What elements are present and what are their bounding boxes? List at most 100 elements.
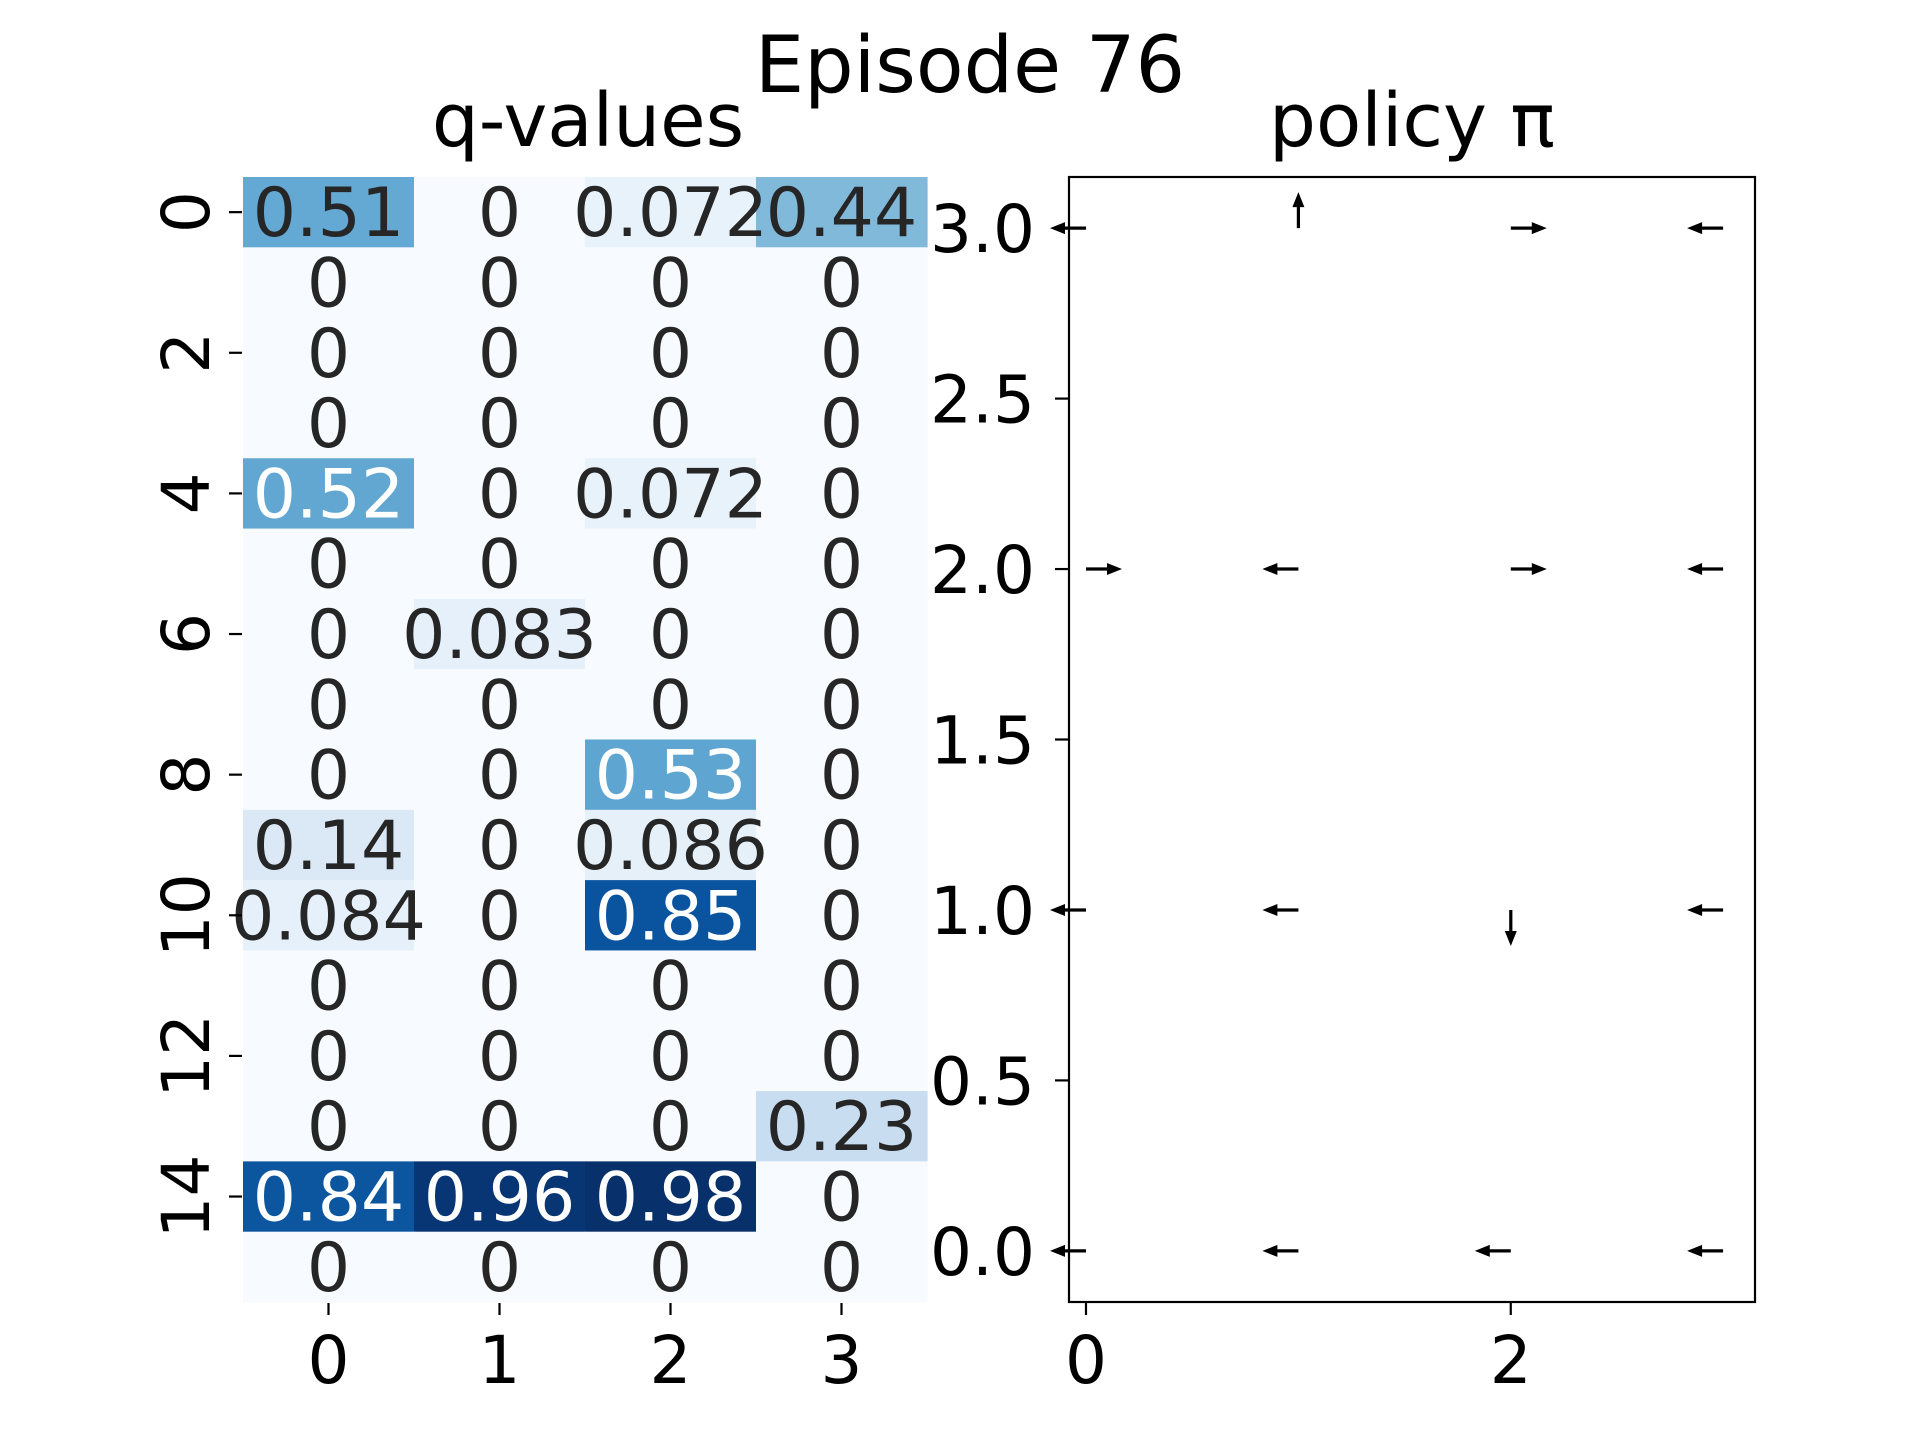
quiver-plot-frame	[1067, 175, 1757, 1304]
heatmap-cell-label: 0.53	[595, 737, 746, 816]
heatmap-cell-label: 0	[820, 1159, 863, 1238]
policy-arrow-right	[1086, 563, 1122, 575]
quiver-title: policy π	[1269, 78, 1555, 164]
heatmap-cell	[414, 1231, 586, 1303]
heatmap-cell	[414, 1091, 586, 1162]
heatmap-cell	[585, 317, 757, 389]
heatmap-cell	[243, 458, 415, 530]
heatmap-cell	[243, 387, 415, 459]
heatmap-cell	[243, 1231, 415, 1303]
heatmap-cell-label: 0	[649, 596, 692, 675]
policy-arrow-right	[1510, 563, 1547, 575]
heatmap-cell-label: 0	[307, 1229, 350, 1308]
heatmap-cell	[756, 809, 928, 881]
heatmap-x-tick-label: 1	[479, 1322, 521, 1399]
heatmap-cell-label: 0	[478, 1018, 521, 1097]
heatmap-cell	[414, 669, 586, 741]
heatmap-cell	[756, 177, 928, 248]
quiver-y-tick-label: 1.0	[930, 873, 1035, 950]
heatmap-cell-label: 0	[820, 666, 863, 745]
heatmap-cell	[243, 1020, 415, 1092]
heatmap-cell-label: 0	[307, 315, 350, 394]
policy-arrow-left	[1050, 222, 1086, 235]
heatmap-cell-label: 0	[478, 807, 521, 886]
heatmap-cell	[414, 598, 586, 670]
heatmap-cell-label: 0.52	[253, 455, 404, 534]
heatmap-cell	[585, 1020, 757, 1092]
heatmap-title: q-values	[432, 78, 744, 164]
heatmap-cell	[756, 880, 928, 952]
heatmap-cell	[414, 528, 586, 600]
heatmap-cell-label: 0	[820, 596, 863, 675]
heatmap-cell	[585, 247, 757, 319]
heatmap-cell	[243, 598, 415, 670]
heatmap-cell	[243, 950, 415, 1022]
quiver-y-tick-label: 2.0	[930, 532, 1035, 609]
heatmap-cell-label: 0	[649, 666, 692, 745]
heatmap-cell	[414, 317, 586, 389]
heatmap-y-tick-label: 10	[148, 873, 225, 957]
heatmap-cell	[585, 809, 757, 881]
heatmap-cell	[243, 880, 415, 952]
heatmap-cell-label: 0	[478, 737, 521, 816]
heatmap-cell	[414, 880, 586, 952]
quiver-y-tick-label: 1.5	[930, 703, 1035, 780]
quiver-y-tick-label: 2.5	[930, 362, 1035, 439]
heatmap-cell	[243, 177, 415, 248]
heatmap-cell-label: 0	[649, 948, 692, 1027]
heatmap-cell-label: 0.072	[573, 455, 768, 534]
heatmap-cell-label: 0	[307, 737, 350, 816]
heatmap-cell-label: 0.086	[573, 807, 768, 886]
heatmap-y-tick-label: 6	[148, 613, 225, 655]
heatmap-cell	[414, 247, 586, 319]
heatmap-cell	[414, 1020, 586, 1092]
heatmap-cell	[756, 1091, 928, 1162]
heatmap-y-tick-label: 14	[148, 1155, 225, 1239]
policy-quiver-plot: policy π 0 2 0.0 0.5 1.0 1.5 2.0 2.5 3.0	[930, 78, 1757, 1399]
heatmap-cell-label: 0	[307, 244, 350, 323]
heatmap-y-tick-label: 0	[148, 191, 225, 233]
heatmap-cell-label: 0	[307, 526, 350, 605]
heatmap-cell	[756, 528, 928, 600]
policy-arrow-left	[1474, 1244, 1511, 1257]
policy-arrow-down	[1504, 910, 1517, 946]
quiver-x-tick-label: 2	[1490, 1322, 1532, 1399]
policy-arrow-left	[1262, 904, 1299, 916]
heatmap-cell-label: 0	[478, 455, 521, 534]
heatmap-cell-label: 0	[820, 244, 863, 323]
heatmap-cell	[585, 950, 757, 1022]
heatmap-cell	[243, 1161, 415, 1233]
heatmap-cell-label: 0	[307, 1018, 350, 1097]
quiver-x-tick-label: 0	[1065, 1322, 1107, 1399]
heatmap-cell-label: 0	[820, 737, 863, 816]
heatmap-cell-label: 0	[820, 807, 863, 886]
heatmap-cell-label: 0	[307, 1088, 350, 1167]
heatmap-cell-label: 0.072	[573, 174, 768, 253]
heatmap-cell	[756, 247, 928, 319]
heatmap-cell	[585, 387, 757, 459]
heatmap-y-tick-label: 2	[148, 332, 225, 374]
heatmap-cell-label: 0.44	[766, 174, 917, 253]
heatmap-cell	[585, 1231, 757, 1303]
heatmap-cell-label: 0	[307, 385, 350, 464]
heatmap-cell-label: 0	[307, 948, 350, 1027]
heatmap-cell	[585, 880, 757, 952]
heatmap-cell-label: 0.084	[231, 877, 426, 956]
heatmap-cell	[585, 598, 757, 670]
heatmap-x-tick-label: 3	[821, 1322, 863, 1399]
heatmap-cell-label: 0	[478, 174, 521, 253]
heatmap-y-tick-label: 4	[148, 472, 225, 514]
policy-arrow-left	[1050, 904, 1086, 916]
heatmap-cell	[756, 1231, 928, 1303]
policy-arrow-left	[1687, 1244, 1724, 1257]
heatmap-cell	[756, 1161, 928, 1233]
heatmap-cell-label: 0	[649, 244, 692, 323]
heatmap-cell-label: 0	[649, 1229, 692, 1308]
heatmap-cells	[243, 177, 928, 1303]
heatmap-cell	[756, 950, 928, 1022]
heatmap-cell	[243, 247, 415, 319]
heatmap-cell	[414, 458, 586, 530]
heatmap-cell-label: 0	[478, 666, 521, 745]
